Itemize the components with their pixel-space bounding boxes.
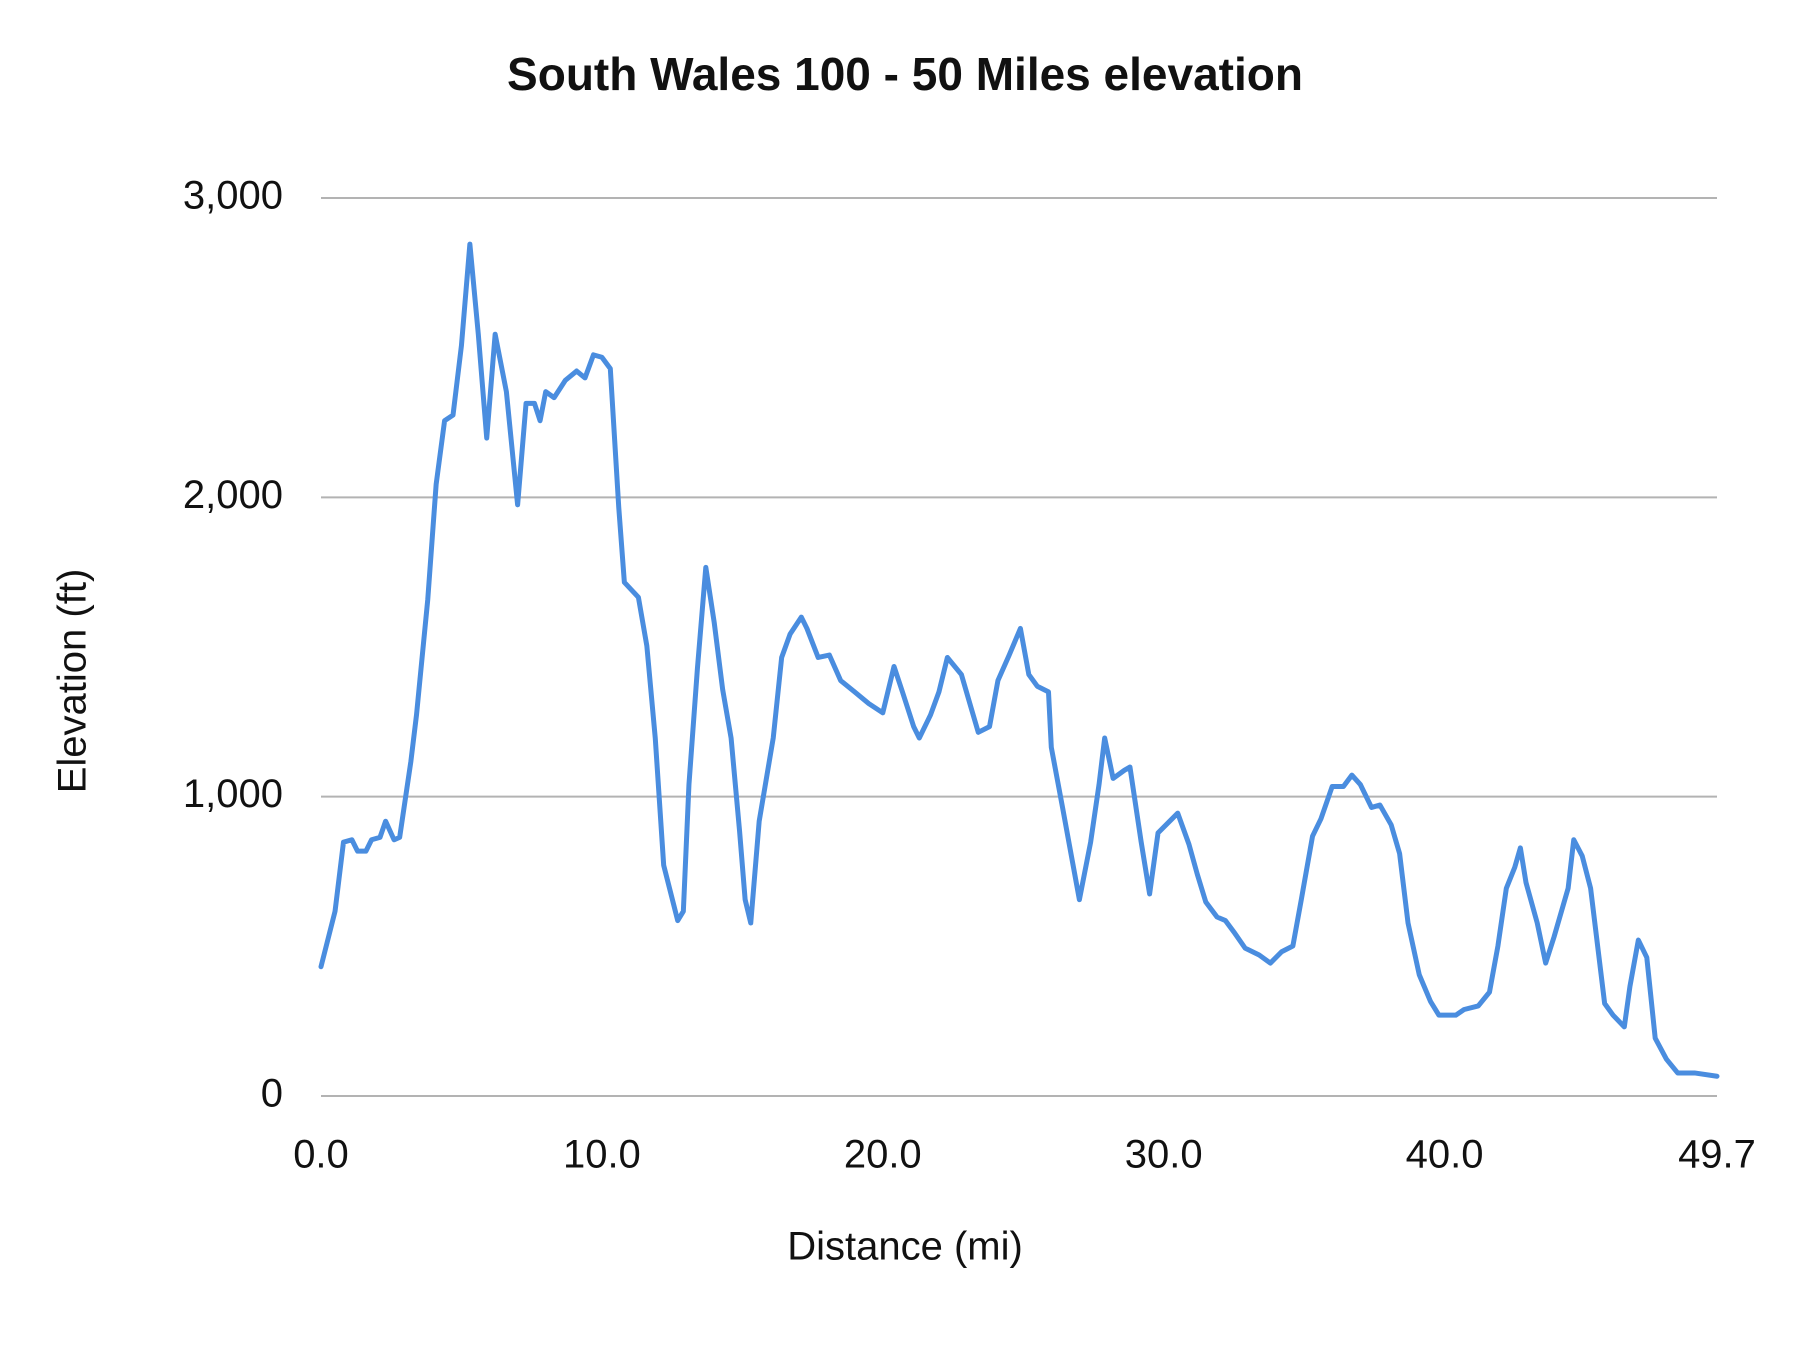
x-tick-label: 0.0: [293, 1133, 349, 1177]
x-tick-label: 40.0: [1406, 1133, 1484, 1177]
y-tick-label: 2,000: [183, 473, 283, 517]
chart-title: South Wales 100 - 50 Miles elevation: [507, 48, 1303, 100]
x-tick-label: 10.0: [563, 1133, 641, 1177]
y-tick-label: 3,000: [183, 174, 283, 218]
x-tick-label: 49.7: [1678, 1133, 1756, 1177]
x-axis-title: Distance (mi): [787, 1225, 1023, 1269]
x-tick-label: 20.0: [844, 1133, 922, 1177]
x-tick-label: 30.0: [1125, 1133, 1203, 1177]
elevation-line: [318, 241, 1720, 1079]
y-tick-label: 0: [261, 1072, 283, 1116]
y-tick-label: 1,000: [183, 772, 283, 816]
y-axis-title: Elevation (ft): [51, 569, 95, 794]
